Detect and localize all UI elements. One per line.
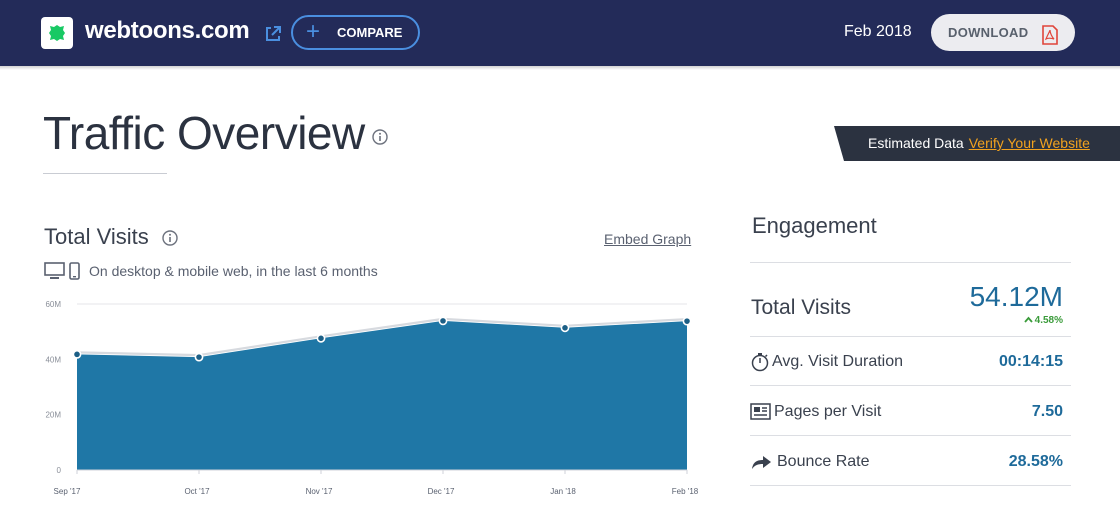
download-button[interactable]: DOWNLOAD	[931, 14, 1075, 51]
stopwatch-icon	[750, 352, 772, 372]
x-tick-label: Nov '17	[306, 487, 333, 496]
data-point	[72, 349, 82, 359]
y-tick-label: 40M	[45, 355, 61, 364]
y-tick-label: 0	[57, 466, 62, 475]
divider	[750, 385, 1071, 386]
x-tick-label: Sep '17	[54, 487, 81, 496]
divider	[750, 485, 1071, 486]
pages-per-visit-label: Pages per Visit	[774, 403, 882, 420]
divider	[750, 336, 1071, 337]
site-favicon-icon	[41, 17, 73, 49]
x-tick-label: Feb '18	[672, 487, 699, 496]
verify-website-link[interactable]: Verify Your Website	[968, 135, 1090, 151]
pages-icon	[750, 402, 772, 422]
pages-per-visit-value: 7.50	[1031, 403, 1063, 420]
period-label: Feb 2018	[844, 23, 912, 40]
estimated-data-banner: Estimated Data Verify Your Website	[834, 126, 1120, 161]
page-title: Traffic Overview	[43, 107, 365, 159]
visits-change-value: 4.58%	[1034, 315, 1063, 326]
info-icon[interactable]	[162, 230, 178, 246]
info-icon[interactable]	[372, 129, 388, 145]
download-label: DOWNLOAD	[948, 25, 1029, 40]
pdf-icon	[1042, 22, 1058, 45]
y-tick-label: 20M	[45, 411, 61, 420]
site-name: webtoons.com	[85, 17, 250, 44]
total-visits-chart: 0 20M 40M 60M Sep '17 Oct '17 Nov '17 Dec '17 Ja…	[45, 300, 699, 496]
visits-change-badge: 4.58%	[960, 315, 1063, 326]
up-arrow-icon	[1023, 316, 1033, 323]
data-point	[316, 333, 326, 343]
data-point	[560, 323, 570, 333]
embed-graph-link[interactable]: Embed Graph	[604, 231, 692, 247]
engagement-title: Engagement	[752, 213, 877, 238]
desktop-mobile-icon	[44, 262, 82, 280]
x-tick-label: Jan '18	[550, 487, 576, 496]
data-point	[438, 316, 448, 326]
divider	[750, 435, 1071, 436]
device-note: On desktop & mobile web, in the last 6 m…	[89, 263, 378, 279]
title-underline	[43, 173, 167, 174]
data-point	[194, 352, 204, 362]
data-point	[682, 316, 692, 326]
x-tick-label: Dec '17	[428, 487, 455, 496]
visits-area	[77, 320, 687, 470]
total-visits-title: Total Visits	[44, 224, 149, 249]
bounce-arrow-icon	[750, 452, 772, 472]
top-bar: webtoons.com + COMPARE Feb 2018 DOWNLOAD	[0, 0, 1120, 70]
avg-visit-duration-label: Avg. Visit Duration	[772, 353, 904, 370]
estimated-label: Estimated Data	[868, 135, 964, 151]
bounce-rate-label: Bounce Rate	[777, 453, 870, 470]
plus-icon: +	[306, 18, 321, 45]
divider	[750, 262, 1071, 263]
bounce-rate-value: 28.58%	[1008, 453, 1063, 470]
compare-label: COMPARE	[337, 25, 403, 40]
visits-line	[76, 317, 688, 357]
engagement-visits-value: 54.12M	[969, 281, 1063, 312]
compare-button[interactable]: + COMPARE	[291, 15, 420, 50]
engagement-visits-label: Total Visits	[751, 296, 851, 319]
x-tick-label: Oct '17	[184, 487, 210, 496]
external-link-icon[interactable]	[264, 25, 282, 43]
avg-visit-duration-value: 00:14:15	[998, 353, 1063, 370]
y-tick-label: 60M	[45, 300, 61, 309]
